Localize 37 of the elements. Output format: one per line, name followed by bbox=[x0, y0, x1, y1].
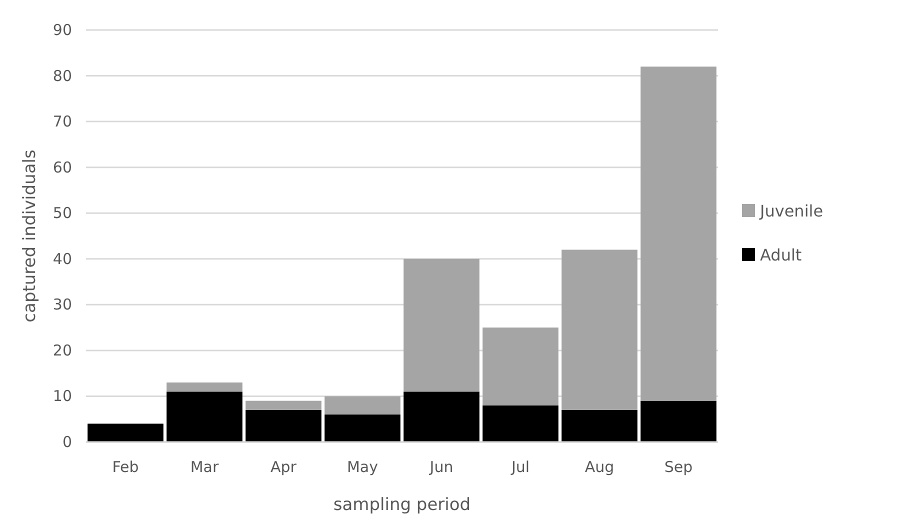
bar bbox=[640, 400, 716, 442]
bar bbox=[324, 396, 400, 415]
y-tick-label: 90 bbox=[52, 21, 72, 39]
bar bbox=[482, 405, 558, 442]
bar bbox=[562, 250, 638, 410]
bar bbox=[166, 392, 242, 442]
y-tick-label: 50 bbox=[52, 204, 72, 222]
y-tick-label: 10 bbox=[52, 387, 72, 406]
y-tick-label: 20 bbox=[52, 341, 72, 360]
bar bbox=[562, 410, 638, 442]
legend-label: Juvenile bbox=[759, 202, 824, 220]
bar bbox=[166, 382, 242, 392]
x-tick-label: Feb bbox=[112, 458, 139, 476]
x-tick-label: Mar bbox=[190, 458, 220, 476]
x-tick-label: Apr bbox=[270, 458, 298, 476]
x-tick-label: Sep bbox=[664, 458, 693, 476]
bar bbox=[640, 66, 716, 401]
bar bbox=[324, 414, 400, 442]
bar bbox=[246, 410, 322, 442]
y-axis-title: captured individuals bbox=[20, 150, 40, 322]
bar bbox=[88, 424, 164, 442]
x-tick-label: Aug bbox=[584, 458, 614, 476]
bar bbox=[404, 258, 480, 392]
y-tick-label: 60 bbox=[52, 158, 72, 176]
y-tick-label: 70 bbox=[52, 112, 72, 131]
x-tick-label: May bbox=[346, 458, 378, 476]
x-tick-label: Jun bbox=[428, 458, 454, 476]
bar bbox=[404, 392, 480, 442]
bar bbox=[246, 400, 322, 410]
y-tick-label: 30 bbox=[52, 296, 72, 314]
x-tick-label: Jul bbox=[510, 458, 530, 476]
bar bbox=[482, 328, 558, 406]
y-tick-label: 0 bbox=[62, 433, 72, 451]
x-axis-title: sampling period bbox=[333, 495, 471, 515]
legend-label: Adult bbox=[760, 246, 802, 264]
y-tick-label: 80 bbox=[52, 66, 72, 85]
y-tick-label: 40 bbox=[52, 250, 72, 268]
